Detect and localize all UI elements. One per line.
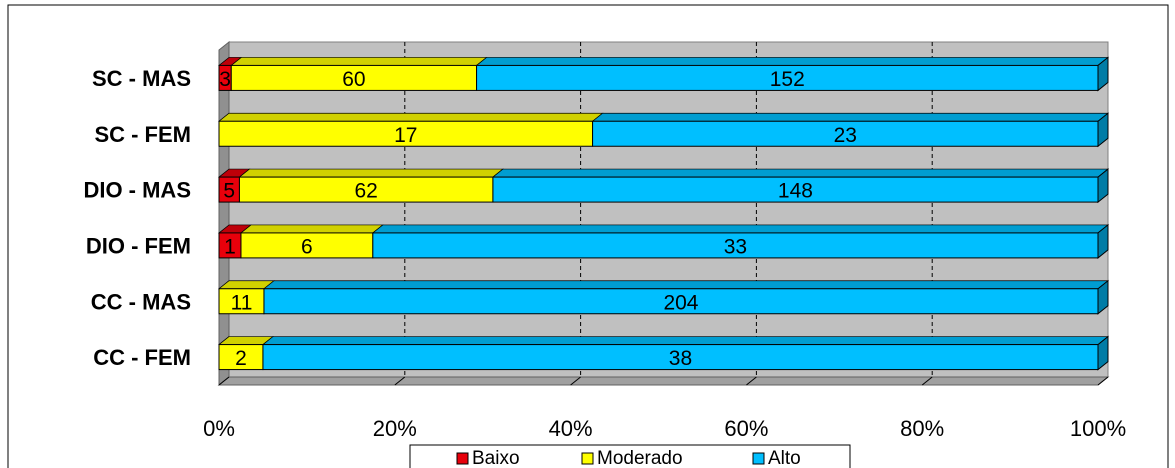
category-label: DIO - MAS: [83, 178, 191, 203]
bar-alto-5-top: [263, 337, 1108, 345]
category-label: CC - MAS: [91, 289, 191, 314]
data-label: 148: [778, 180, 813, 203]
bar-alto-3-top: [373, 225, 1108, 233]
x-tick-label: 100%: [1070, 416, 1126, 441]
legend-label-moderado: Moderado: [597, 448, 683, 468]
data-label: 38: [669, 347, 692, 370]
back-wall: [229, 42, 1108, 377]
category-label: CC - FEM: [93, 345, 191, 370]
legend: Baixo Moderado Alto: [410, 445, 850, 468]
bar-moderado-3-top: [241, 225, 383, 233]
x-tick-label: 60%: [724, 416, 768, 441]
data-label: 60: [342, 68, 365, 91]
legend-swatch-moderado: [582, 453, 593, 464]
bar-alto-1-top: [593, 113, 1108, 121]
bar-moderado-0-top: [231, 57, 486, 65]
data-label: 17: [394, 124, 417, 147]
data-label: 5: [223, 180, 235, 203]
category-label: DIO - FEM: [86, 233, 191, 258]
category-label: SC - MAS: [92, 66, 191, 91]
data-label: 33: [724, 235, 747, 258]
legend-label-alto: Alto: [768, 448, 801, 468]
bar-moderado-2-top: [239, 169, 502, 177]
data-label: 204: [663, 291, 698, 314]
bar-alto-4-top: [264, 281, 1108, 289]
x-tick-label: 20%: [373, 416, 417, 441]
data-label: 3: [219, 68, 231, 91]
plot-area: 3601520172356214816330112040238: [218, 42, 1108, 385]
data-label: 6: [301, 235, 313, 258]
data-label: 62: [355, 180, 378, 203]
legend-swatch-alto: [753, 453, 764, 464]
x-tick-label: 0%: [203, 416, 235, 441]
data-label: 23: [834, 124, 857, 147]
bar-alto-2-top: [493, 169, 1108, 177]
data-label: 2: [235, 347, 247, 370]
bar-moderado-1-top: [219, 113, 603, 121]
legend-swatch-baixo: [457, 453, 468, 464]
x-tick-label: 40%: [549, 416, 593, 441]
data-label: 1: [224, 235, 236, 258]
legend-label-baixo: Baixo: [472, 448, 520, 468]
x-tick-label: 80%: [900, 416, 944, 441]
data-label: 11: [231, 291, 253, 314]
data-label: 152: [770, 68, 805, 91]
floor: [219, 377, 1108, 385]
bar-alto-0-top: [477, 57, 1108, 65]
category-label: SC - FEM: [94, 122, 191, 147]
side-wall: [219, 42, 229, 385]
